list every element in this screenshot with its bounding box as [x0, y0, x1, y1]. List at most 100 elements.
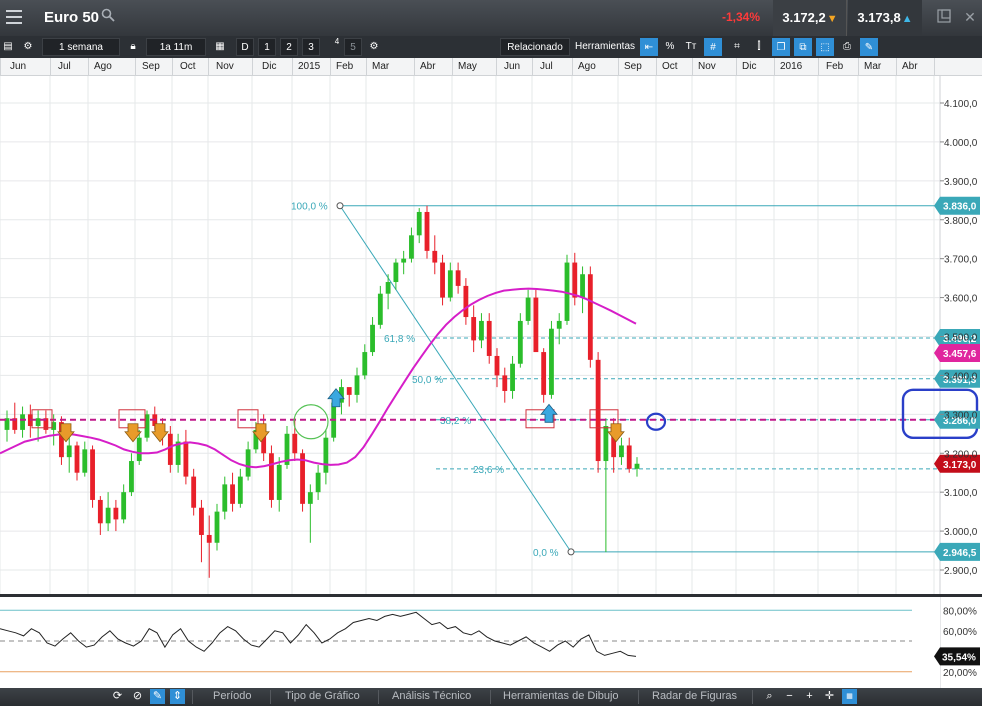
candle-body	[105, 507, 111, 524]
y-tick-label: 3.000,0	[944, 527, 978, 538]
drawing-settings-icon[interactable]: ✎	[860, 38, 878, 56]
grid-tool-icon[interactable]: #	[704, 38, 722, 56]
refresh-icon[interactable]: ⟳	[112, 690, 123, 702]
candle-body	[74, 445, 80, 473]
y-tick-label: 4.000,0	[944, 138, 978, 149]
month-label: May	[458, 61, 477, 72]
candle-body	[129, 461, 134, 493]
footer-tab-chart-type[interactable]: Tipo de Gráfico	[285, 690, 360, 702]
down-arrow-icon: ▼	[826, 13, 838, 25]
interval-5-button[interactable]: 5	[344, 38, 362, 56]
footer-tab-technical-analysis[interactable]: Análisis Técnico	[392, 690, 472, 702]
ma-price-badge-text: 3.457,6	[943, 349, 977, 360]
period-select[interactable]: 1 semana	[42, 38, 120, 56]
fibonacci-anchor-high	[336, 202, 344, 210]
list-icon[interactable]: ▤	[3, 41, 13, 52]
calendar-icon[interactable]: ▦	[215, 41, 225, 52]
candle-body	[191, 476, 197, 508]
month-label: Dic	[742, 61, 757, 72]
search-icon[interactable]	[101, 8, 115, 25]
candle-body	[121, 492, 127, 520]
fib-382-price-badge: 3.286,0	[934, 410, 980, 429]
zoom-out-icon[interactable]: −	[786, 690, 793, 702]
text-tool-icon[interactable]: Tт	[685, 41, 697, 52]
zoom-search-icon[interactable]: ⌕	[766, 690, 773, 702]
fib-100-price-badge-text: 3.836,0	[943, 202, 977, 213]
y-tick-label: 3.700,0	[944, 255, 978, 266]
month-label: Mar	[372, 61, 390, 72]
candle-body	[533, 297, 539, 353]
fib-0-price-badge-text: 2.946,5	[943, 548, 977, 559]
month-label: Nov	[216, 61, 234, 72]
interval-d-button[interactable]: D	[236, 38, 254, 56]
related-button[interactable]: Relacionado	[500, 38, 570, 56]
menu-icon[interactable]	[6, 10, 22, 24]
fibonacci-level-label: 100,0 %	[291, 202, 328, 213]
zoom-in-icon[interactable]: +	[806, 690, 813, 702]
sell-price-button[interactable]: 3.172,2▼	[773, 0, 847, 36]
candle-body	[66, 445, 72, 458]
y-tick-label: 3.500,0	[944, 333, 978, 344]
tag-tool-icon[interactable]: ⬚	[816, 38, 834, 56]
data-table-icon[interactable]: ▦	[842, 689, 857, 704]
percent-tool-icon[interactable]: %	[665, 41, 675, 52]
arrow-left-tool-icon[interactable]: ⇤	[640, 38, 658, 56]
candle-body	[292, 433, 298, 454]
crosshair-tool-icon[interactable]: ⌗	[734, 41, 740, 52]
candle-body	[572, 262, 578, 298]
month-label: Jun	[504, 61, 521, 72]
stack-tool-icon[interactable]: ⧉	[794, 38, 812, 56]
candle-body	[214, 511, 220, 543]
footer-tab-period[interactable]: Período	[213, 690, 252, 702]
candle-tool-icon[interactable]: ⫿	[757, 41, 761, 52]
interval-1-button[interactable]: 1	[258, 38, 276, 56]
candle-body	[587, 274, 593, 360]
sell-price: 3.172,2	[782, 10, 826, 25]
oscillator-line	[0, 611, 637, 657]
bullish-arrow-icon	[540, 403, 558, 423]
price-chart[interactable]: 100,0 % 61,8 % 50,0 % 38,2 % 23,6 % 0,0 % 3.8…	[0, 76, 982, 688]
detach-window-icon[interactable]	[936, 9, 952, 25]
gear-icon[interactable]: ⚙	[23, 41, 33, 52]
pencil-icon[interactable]: ✎	[150, 689, 165, 704]
footer-tab-pattern-radar[interactable]: Radar de Figuras	[652, 690, 737, 702]
settings-gear-icon[interactable]: ⚙	[369, 41, 379, 52]
y-tick-label: 3.300,0	[944, 410, 978, 421]
month-label: Ago	[94, 61, 112, 72]
tools-label: Herramientas	[574, 41, 636, 52]
bearish-arrow-icon	[607, 423, 625, 443]
candle-body	[556, 320, 562, 329]
buy-price-button[interactable]: 3.173,8▲	[848, 0, 922, 36]
candle-body	[199, 507, 204, 535]
candle-body	[339, 387, 344, 403]
interval-3-button[interactable]: 3	[302, 38, 320, 56]
fibonacci-level-label: 38,2 %	[440, 416, 471, 427]
candle-body	[82, 449, 88, 473]
y-tick-label: 2.900,0	[944, 566, 978, 577]
candle-body	[35, 418, 41, 427]
fibonacci-level-label: 61,8 %	[384, 334, 415, 345]
up-arrow-icon: ▲	[901, 13, 913, 25]
print-icon[interactable]: ⎙	[843, 41, 851, 52]
month-label: Abr	[420, 61, 436, 72]
month-label: Feb	[826, 61, 844, 72]
layers-tool-icon[interactable]: ❐	[772, 38, 790, 56]
up-down-icon[interactable]: ⇕	[170, 689, 185, 704]
lock-icon[interactable]: 🔒︎	[130, 41, 136, 52]
close-icon[interactable]: ✕	[964, 9, 976, 25]
candle-body	[136, 437, 142, 462]
crosshair-icon[interactable]: ✛	[824, 690, 835, 702]
interval-4-button[interactable]: 4	[322, 37, 340, 56]
fibonacci-level-label: 0,0 %	[533, 548, 559, 559]
candle-body	[549, 328, 554, 395]
candle-body	[59, 422, 64, 458]
candle-body	[564, 262, 570, 321]
range-select[interactable]: 1a 11m	[146, 38, 206, 56]
footer-tab-drawing-tools[interactable]: Herramientas de Dibujo	[503, 690, 619, 702]
month-label: Abr	[902, 61, 918, 72]
interval-2-button[interactable]: 2	[280, 38, 298, 56]
no-entry-icon[interactable]: ⊘	[132, 690, 143, 702]
candle-body	[237, 476, 243, 504]
candle-body	[494, 355, 500, 376]
